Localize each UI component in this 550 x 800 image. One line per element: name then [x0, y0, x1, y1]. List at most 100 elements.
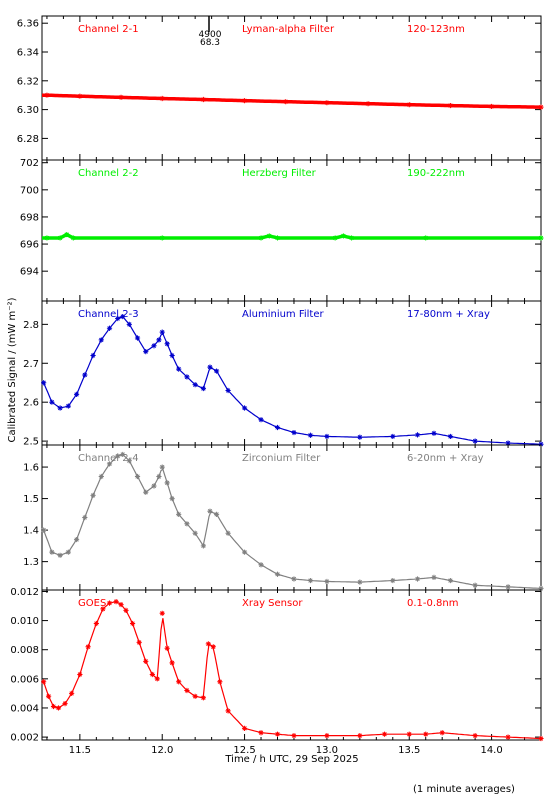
data-point [156, 337, 162, 343]
data-point [90, 352, 96, 359]
data-point [274, 235, 281, 241]
data-point [225, 387, 231, 394]
data-point [41, 527, 47, 533]
data-point [126, 458, 132, 464]
y-tick-label: 1.3 [23, 557, 39, 568]
data-point [65, 549, 71, 555]
data-point [77, 671, 83, 678]
data-point [113, 599, 119, 605]
panel-channel-label: GOES [78, 598, 106, 609]
time-marker-label-1: 4900 [199, 30, 222, 40]
panel-band-label: 6-20nm + Xray [407, 453, 484, 464]
data-point [332, 235, 338, 241]
y-axis-title: Calibrated Signal / (mW m⁻²) [7, 297, 18, 442]
data-point [70, 235, 76, 241]
data-point [505, 440, 511, 446]
data-point [472, 733, 478, 739]
data-point [169, 495, 175, 502]
data-point [169, 352, 175, 359]
x-tick-label: 12.0 [151, 745, 173, 756]
data-point [381, 731, 388, 737]
data-point [90, 492, 96, 499]
y-tick-label: 1.5 [23, 494, 39, 505]
data-point [266, 233, 272, 239]
y-tick-label: 696 [20, 240, 39, 251]
data-point [274, 571, 281, 577]
data-point [258, 235, 264, 241]
panel-channel-label: Channel 2-2 [78, 168, 139, 179]
data-point [324, 733, 330, 739]
panel-frame [41, 15, 542, 161]
data-point [151, 343, 157, 349]
x-tick-label: 11.5 [69, 745, 91, 756]
averaging-footnote: (1 minute averages) [413, 784, 515, 795]
data-point [73, 536, 80, 543]
data-point [164, 480, 170, 486]
data-point [159, 329, 165, 335]
data-point [274, 424, 281, 431]
data-point [472, 438, 478, 444]
data-point [538, 735, 544, 742]
data-point [143, 658, 149, 664]
series-line [42, 93, 542, 109]
data-point [241, 549, 248, 555]
data-point [65, 403, 71, 409]
y-tick-label: 0.004 [10, 703, 39, 714]
panel-5: 0.002 0.004 0.006 0.008 0.010 0.012 GOES Xray S… [10, 587, 544, 756]
x-tick-label: 12.5 [233, 745, 255, 756]
data-point [44, 235, 50, 241]
series-line [42, 232, 541, 240]
data-point [100, 606, 106, 612]
data-point [225, 530, 231, 536]
data-point [207, 508, 213, 514]
data-point [423, 235, 429, 241]
data-point [431, 574, 437, 580]
series-line [41, 601, 541, 740]
data-point [241, 725, 248, 731]
data-point [241, 98, 248, 104]
y-tick-label: 0.006 [10, 674, 39, 685]
data-point [324, 578, 330, 585]
data-point [324, 433, 330, 440]
panel-channel-label: Channel 2-1 [78, 24, 139, 35]
y-tick-label: 700 [20, 185, 39, 196]
data-point [176, 679, 182, 685]
data-point [538, 235, 544, 241]
data-point [538, 585, 544, 592]
y-tick-label: 6.28 [17, 134, 39, 145]
data-point [472, 582, 478, 588]
data-point [447, 577, 454, 584]
panel-filter-label: Zirconium Filter [242, 453, 321, 464]
data-point [159, 95, 165, 102]
data-point [200, 96, 206, 103]
y-tick-label: 2.8 [23, 320, 39, 331]
panel-frame [41, 300, 542, 446]
data-point [307, 432, 314, 438]
data-point [151, 483, 157, 489]
data-point [115, 315, 121, 322]
data-point [291, 733, 297, 739]
data-point [274, 731, 281, 737]
data-point [225, 708, 231, 714]
x-axis-title: Time / h UTC, 29 Sep 2025 [224, 754, 358, 765]
data-point [447, 102, 454, 109]
panel-band-label: 190-222nm [407, 168, 465, 179]
data-point [258, 417, 264, 423]
panel-filter-label: Herzberg Filter [242, 168, 317, 179]
panel-frame [41, 589, 542, 741]
y-tick-label: 6.32 [17, 76, 39, 87]
data-point [106, 325, 113, 331]
panel-band-label: 17-80nm + Xray [407, 309, 490, 320]
y-tick-label: 2.5 [23, 437, 39, 448]
data-point [77, 93, 83, 99]
data-point [406, 731, 412, 737]
data-point [357, 434, 363, 440]
data-point [69, 690, 75, 696]
data-point [106, 461, 113, 467]
data-point [169, 660, 175, 666]
data-point [176, 511, 182, 517]
panel-3: 2.5 2.6 2.7 2.8 Channel 2-3 Aluminium Filter 1… [23, 300, 544, 448]
data-point [210, 644, 216, 650]
data-point [213, 368, 220, 374]
